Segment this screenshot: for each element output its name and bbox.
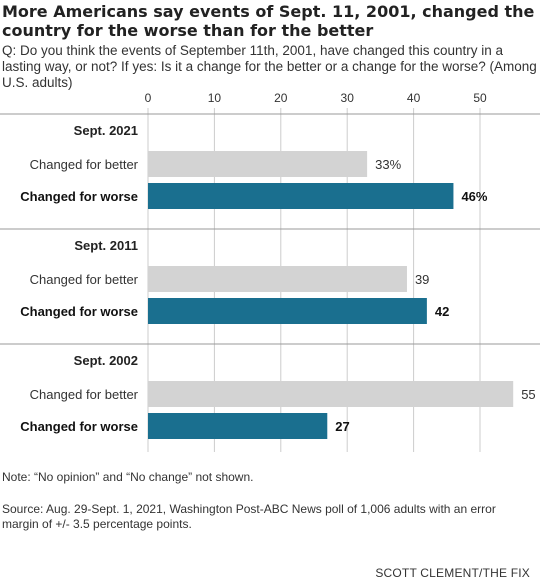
x-tick-label-30: 30 [341,91,355,105]
group-label: Sept. 2002 [74,353,138,368]
bar-better [148,151,368,177]
bar-better [148,266,407,292]
chart-source: Source: Aug. 29-Sept. 1, 2021, Washingto… [2,502,496,531]
row-label-worse: Changed for worse [20,304,138,319]
x-tick-label-50: 50 [473,91,487,105]
group-label: Sept. 2011 [74,238,138,253]
bar-better [148,381,514,407]
value-label: 39 [415,272,429,287]
x-tick-label-40: 40 [407,91,421,105]
bar-chart: 0 10 20 30 40 50 Sept. 2021 Changed for better 3… [0,91,540,452]
value-label: 55 [521,387,535,402]
row-label-worse: Changed for worse [20,419,138,434]
chart-credit: SCOTT CLEMENT/THE FIX [375,566,530,580]
bar-worse [148,183,454,209]
chart-note: Note: “No opinion” and “No change” not s… [2,470,254,484]
value-label: 46% [461,189,487,204]
value-label: 42 [435,304,449,319]
value-label: 33% [375,157,401,172]
row-label-worse: Changed for worse [20,189,138,204]
row-label-better: Changed for better [30,272,139,287]
value-label: 27 [335,419,349,434]
chart-title: More Americans say events of Sept. 11, 2… [2,2,535,40]
x-tick-label-10: 10 [208,91,222,105]
survey-question: Q: Do you think the events of September … [2,43,537,90]
group-label: Sept. 2021 [74,123,138,138]
x-tick-label-20: 20 [274,91,288,105]
row-label-better: Changed for better [30,157,139,172]
bar-worse [148,298,427,324]
x-tick-label-0: 0 [145,91,152,105]
bar-worse [148,413,328,439]
row-label-better: Changed for better [30,387,139,402]
